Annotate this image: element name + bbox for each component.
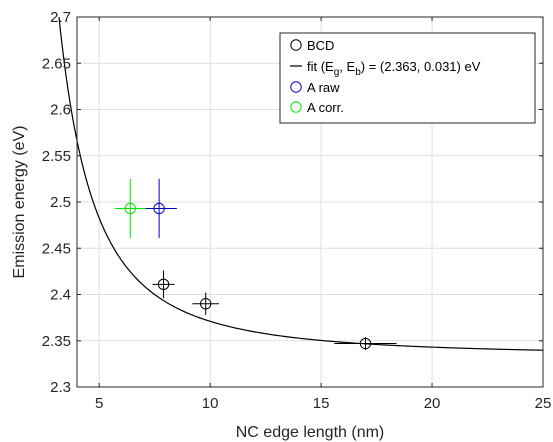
legend-box bbox=[279, 32, 536, 124]
x-axis-label: NC edge length (nm) bbox=[236, 424, 385, 441]
legend-label-part: , E bbox=[339, 59, 355, 74]
x-tick-label: 25 bbox=[535, 395, 552, 412]
data-point bbox=[359, 337, 372, 350]
x-tick-label: 5 bbox=[95, 395, 103, 412]
y-tick-label: 2.7 bbox=[50, 9, 71, 26]
data-point bbox=[157, 278, 170, 291]
x-tick-label: 10 bbox=[202, 395, 219, 412]
legend-label-part: g bbox=[334, 67, 340, 78]
legend-label-part: b bbox=[355, 67, 361, 78]
ticks: 5 10 15 20 25 2.3 2.35 2.4 2.45 2.5 2.55 2.6 2.65 2.7 bbox=[42, 9, 552, 412]
y-tick-label: 2.45 bbox=[42, 240, 71, 257]
y-tick-label: 2.35 bbox=[42, 333, 71, 350]
y-tick-label: 2.6 bbox=[50, 102, 71, 119]
y-tick-label: 2.55 bbox=[42, 148, 71, 165]
legend-label: A raw bbox=[307, 80, 340, 95]
data-point bbox=[200, 298, 212, 310]
legend-label-fit: fit (Eg, Eb) = (2.363, 0.031) eV bbox=[307, 59, 481, 78]
y-axis-label: Emission energy (eV) bbox=[11, 126, 28, 279]
series-bcd bbox=[152, 270, 397, 350]
data-point bbox=[124, 202, 136, 215]
y-tick-label: 2.4 bbox=[50, 287, 71, 304]
data-point bbox=[153, 202, 165, 215]
legend-label-part: ) = (2.363, 0.031) eV bbox=[361, 59, 481, 74]
legend-label: BCD bbox=[307, 38, 334, 53]
legend-label-part: fit (E bbox=[307, 59, 334, 74]
legend-marker-circle bbox=[290, 39, 302, 51]
series-a-raw bbox=[141, 178, 177, 239]
series-a-corr- bbox=[114, 178, 146, 239]
legend-marker-circle bbox=[290, 101, 302, 113]
y-tick-label: 2.5 bbox=[50, 194, 71, 211]
legend: BCD fit (Eg, Eb) = (2.363, 0.031) eV A raw… bbox=[279, 32, 536, 124]
legend-label: A corr. bbox=[307, 100, 344, 115]
x-tick-label: 20 bbox=[424, 395, 441, 412]
legend-marker-circle bbox=[290, 81, 302, 93]
x-tick-label: 15 bbox=[313, 395, 330, 412]
y-tick-label: 2.65 bbox=[42, 55, 71, 72]
y-tick-label: 2.3 bbox=[50, 379, 71, 396]
fit-curve bbox=[58, 16, 544, 351]
